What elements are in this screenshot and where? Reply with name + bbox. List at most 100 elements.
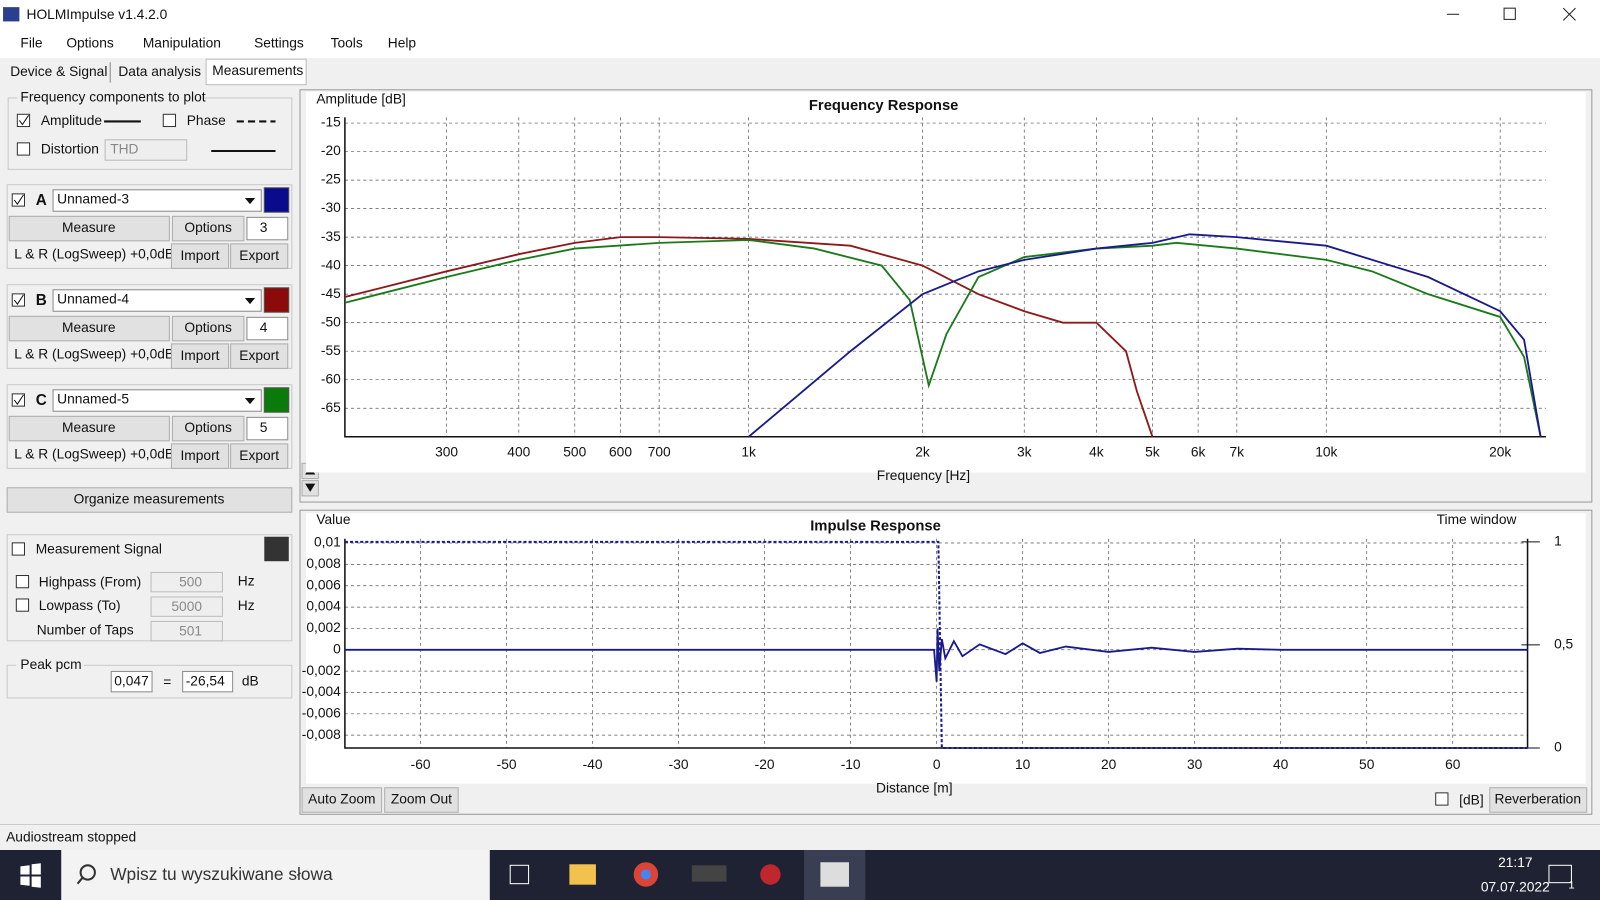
y-tick-label: -0,004 xyxy=(302,684,341,699)
checkbox[interactable] xyxy=(15,575,30,589)
button-label: Reverberation xyxy=(1495,792,1581,807)
menu-item[interactable]: Help xyxy=(388,36,417,51)
zoom-out[interactable] xyxy=(384,787,459,813)
x-tick-label: 2k xyxy=(915,445,930,460)
notifications[interactable] xyxy=(1548,864,1572,884)
app-icon[interactable] xyxy=(760,864,781,885)
plot-area xyxy=(306,91,1586,473)
chart: Impulse Response Value Distance [m] Time wi… xyxy=(302,512,1586,795)
active-tab[interactable] xyxy=(205,58,307,86)
checkbox[interactable] xyxy=(11,542,26,556)
y-tick-label: -55 xyxy=(321,343,341,358)
combo[interactable] xyxy=(104,139,188,161)
menu-item[interactable]: Tools xyxy=(331,36,363,51)
tab[interactable]: Measurements xyxy=(212,63,303,78)
measure-button[interactable] xyxy=(8,215,170,242)
count-spin[interactable] xyxy=(246,416,289,441)
label: Phase xyxy=(187,113,226,128)
menu-item[interactable]: File xyxy=(20,36,43,51)
restore[interactable] xyxy=(1503,7,1516,20)
measure-button[interactable] xyxy=(8,315,170,342)
chart-title: Impulse Response xyxy=(810,518,941,534)
export-button[interactable] xyxy=(230,243,289,269)
explorer[interactable] xyxy=(569,864,596,885)
label: Highpass (From) xyxy=(39,574,142,589)
label: Distortion xyxy=(41,142,99,157)
checkbox[interactable] xyxy=(16,113,31,128)
y-tick-label: -0,006 xyxy=(302,705,341,720)
export-button[interactable] xyxy=(230,343,289,369)
organize-button[interactable] xyxy=(6,487,293,513)
app-icon xyxy=(3,7,20,22)
count: 5 xyxy=(260,420,268,435)
chart-title: Frequency Response xyxy=(809,98,959,114)
name-combo[interactable] xyxy=(52,389,262,412)
y-tick-label: -40 xyxy=(321,257,341,272)
y2-tick-label: 0,5 xyxy=(1554,637,1573,652)
menu-item[interactable]: Options xyxy=(66,36,114,51)
color-swatch[interactable] xyxy=(263,287,290,313)
checkbox[interactable] xyxy=(15,598,30,612)
start[interactable] xyxy=(20,863,41,888)
value: 500 xyxy=(179,574,202,589)
count-spin[interactable] xyxy=(246,216,289,241)
checkbox[interactable] xyxy=(11,393,26,407)
button-label: Export xyxy=(239,448,279,463)
button-label: Measure xyxy=(62,220,116,235)
measure-button[interactable] xyxy=(8,415,170,442)
dropdown xyxy=(244,397,256,405)
label: Lowpass (To) xyxy=(39,598,121,613)
name-combo[interactable] xyxy=(52,289,262,312)
task-view[interactable] xyxy=(509,864,530,885)
checkbox[interactable] xyxy=(16,142,31,156)
auto-zoom[interactable] xyxy=(301,787,383,813)
spin[interactable] xyxy=(150,571,223,593)
x-tick-label: 300 xyxy=(435,445,458,460)
import-button[interactable] xyxy=(170,243,230,269)
search-box[interactable] xyxy=(61,850,490,900)
name: Unnamed-5 xyxy=(57,392,129,407)
count-spin[interactable] xyxy=(246,316,289,341)
options-button[interactable] xyxy=(171,315,245,342)
y2-axis-label: Time window xyxy=(1437,512,1517,527)
reverberation[interactable] xyxy=(1489,787,1588,813)
options-button[interactable] xyxy=(171,215,245,242)
tab[interactable]: Device & Signal xyxy=(10,64,107,79)
color-swatch[interactable] xyxy=(263,187,290,213)
measurements: A Unnamed-3 Measure Options 3 L & R (LogSweep… xyxy=(6,184,293,469)
import-button[interactable] xyxy=(170,443,230,469)
series-line xyxy=(344,236,1154,438)
export-button[interactable] xyxy=(230,443,289,469)
check xyxy=(13,194,24,205)
spin[interactable] xyxy=(150,596,223,617)
series-line xyxy=(344,540,1528,749)
color-swatch[interactable] xyxy=(264,536,289,562)
tab[interactable]: Data analysis xyxy=(118,64,201,79)
spin[interactable] xyxy=(150,620,223,642)
value: 5000 xyxy=(171,599,202,614)
menu-item[interactable]: Manipulation xyxy=(143,36,221,51)
import-button[interactable] xyxy=(170,343,230,369)
checkbox[interactable] xyxy=(11,193,26,207)
checkbox[interactable] xyxy=(1435,792,1449,806)
label: Measurement Signal xyxy=(36,542,162,557)
signal: L & R (LogSweep) +0,0dB xyxy=(14,247,174,262)
checkbox[interactable] xyxy=(162,113,177,128)
button-label: Auto Zoom xyxy=(308,792,375,807)
notification-count: 1 xyxy=(1568,880,1574,892)
value: -26,54 xyxy=(186,673,225,688)
unit: Hz xyxy=(238,573,255,588)
app-icon[interactable] xyxy=(691,865,727,882)
name-combo[interactable] xyxy=(52,189,262,212)
menu-item[interactable]: Settings xyxy=(254,36,304,51)
options-button[interactable] xyxy=(171,415,245,442)
color-swatch[interactable] xyxy=(263,387,290,413)
button-label: Organize measurements xyxy=(74,492,225,507)
dropdown xyxy=(244,197,256,205)
count: 3 xyxy=(260,220,268,235)
close[interactable] xyxy=(1562,7,1576,21)
checkbox[interactable] xyxy=(11,293,26,307)
x-tick-label: 400 xyxy=(507,445,530,460)
x-tick-label: 50 xyxy=(1359,757,1375,772)
